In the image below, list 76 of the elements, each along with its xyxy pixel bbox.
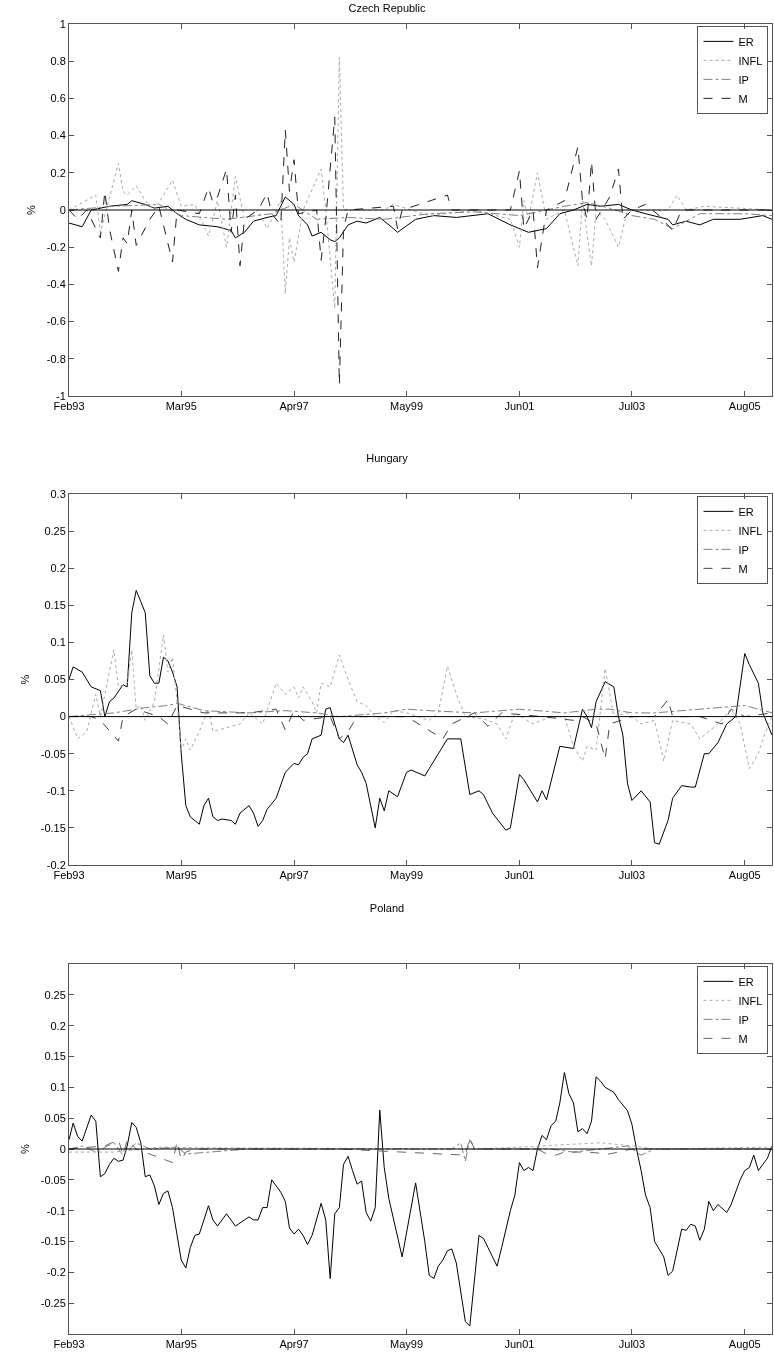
legend-label: ER: [738, 975, 754, 988]
x-tick-label: Jul03: [618, 869, 646, 882]
y-tick-label: 0.1: [50, 636, 66, 649]
x-tick-label: Feb93: [53, 400, 85, 413]
y-tick-label: 0.2: [50, 1019, 66, 1032]
legend-label: INFL: [738, 54, 763, 67]
x-tick-label: May99: [390, 1338, 424, 1351]
chart-title: Poland: [369, 901, 405, 914]
y-tick-label: -0.2: [46, 858, 66, 871]
legend-label: INFL: [738, 994, 763, 1007]
y-tick-label: -0.1: [46, 1204, 66, 1217]
legend-label: IP: [738, 1013, 749, 1026]
x-tick-label: Jul03: [618, 400, 646, 413]
y-tick-label: 0.25: [44, 988, 66, 1001]
y-tick-label: -0.2: [46, 1266, 66, 1279]
x-tick-label: Feb93: [53, 869, 85, 882]
y-axis-title: %: [25, 204, 38, 215]
y-tick-label: 1: [59, 17, 66, 30]
x-tick-label: Feb93: [53, 1338, 85, 1351]
x-tick-label: Jun01: [504, 1338, 535, 1351]
x-tick-label: Jun01: [504, 400, 535, 413]
y-tick-label: 0.2: [50, 562, 66, 575]
x-tick-label: Apr97: [279, 1338, 309, 1351]
y-tick-label: 0.05: [44, 1112, 66, 1125]
x-tick-label: Jul03: [618, 1338, 646, 1351]
y-tick-label: 0.1: [50, 1081, 66, 1094]
y-tick-label: 0.05: [44, 673, 66, 686]
legend-label: M: [738, 92, 748, 105]
y-tick-label: -0.2: [46, 241, 66, 254]
x-tick-label: May99: [390, 400, 424, 413]
x-tick-label: Aug05: [728, 1338, 761, 1351]
line-series: [69, 634, 772, 770]
x-tick-label: Apr97: [279, 400, 309, 413]
y-tick-label: 0: [59, 710, 66, 723]
y-tick-label: -0.05: [40, 747, 66, 760]
y-tick-label: -1: [56, 389, 66, 402]
legend-label: IP: [738, 73, 749, 86]
y-tick-label: 0.2: [50, 166, 66, 179]
legend-label: IP: [738, 543, 749, 556]
x-tick-label: Mar95: [165, 400, 197, 413]
legend-label: ER: [738, 35, 754, 48]
line-series: [69, 589, 772, 845]
x-tick-label: Mar95: [165, 869, 197, 882]
y-tick-label: 0.15: [44, 1050, 66, 1063]
y-tick-label: 0.3: [50, 487, 66, 500]
y-tick-label: -0.8: [46, 352, 66, 365]
y-tick-label: -0.1: [46, 784, 66, 797]
legend-label: M: [738, 562, 748, 575]
y-tick-label: -0.25: [40, 1297, 66, 1310]
y-tick-label: 0.6: [50, 92, 66, 105]
chart-title: Hungary: [366, 451, 409, 464]
y-tick-label: -0.15: [40, 1235, 66, 1248]
legend-label: INFL: [738, 524, 763, 537]
x-tick-label: Aug05: [728, 400, 761, 413]
line-series: [69, 196, 772, 243]
line-series: [69, 1072, 772, 1327]
y-tick-label: 0: [59, 203, 66, 216]
y-tick-label: -0.4: [46, 278, 66, 291]
y-tick-label: 0.15: [44, 599, 66, 612]
y-tick-label: 0: [59, 1142, 66, 1155]
y-tick-label: -0.05: [40, 1173, 66, 1186]
x-tick-label: Jun01: [504, 869, 535, 882]
y-axis-title: %: [19, 674, 32, 685]
x-tick-label: Apr97: [279, 869, 309, 882]
y-tick-label: 0.25: [44, 524, 66, 537]
chart-title: Czech Republic: [348, 1, 427, 14]
y-tick-label: 0.4: [50, 129, 66, 142]
x-tick-label: Mar95: [165, 1338, 197, 1351]
y-axis-title: %: [19, 1143, 32, 1154]
y-tick-label: -0.15: [40, 821, 66, 834]
legend-label: M: [738, 1032, 748, 1045]
y-tick-label: -0.6: [46, 315, 66, 328]
x-tick-label: Aug05: [728, 869, 761, 882]
y-tick-label: 0.8: [50, 55, 66, 68]
x-tick-label: May99: [390, 869, 424, 882]
legend-label: ER: [738, 505, 754, 518]
